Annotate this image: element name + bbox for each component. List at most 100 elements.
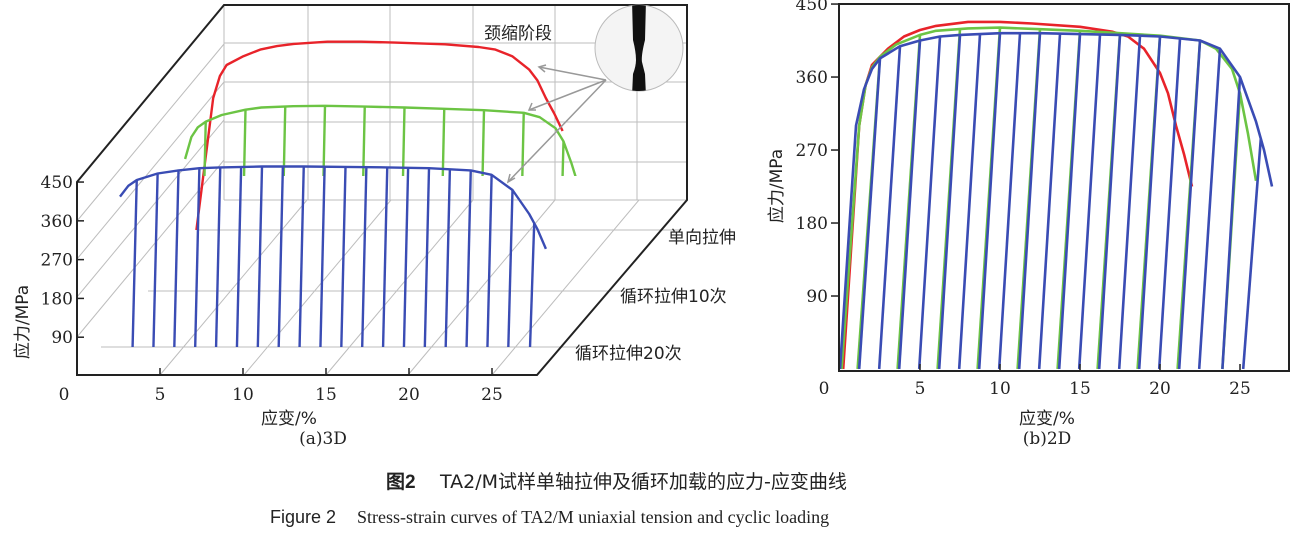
unload-reload-line-cyclic20-3d xyxy=(402,167,410,348)
unload-reload-line-cyclic10-3d xyxy=(322,105,327,176)
unload-reload-line-cyclic20-3d xyxy=(486,174,493,348)
unload-reload-line-cyclic10-3d xyxy=(521,112,525,176)
unload-reload-line-cyclic20-3d xyxy=(340,166,347,348)
depth-label-uniaxial: 单向拉伸 xyxy=(668,228,736,248)
x-tick-label-2d: 0 xyxy=(819,379,830,399)
unload-reload-line-cyclic20-3d xyxy=(319,166,326,348)
plot-frame-2d xyxy=(838,3,1290,372)
series-cyclic10-3d xyxy=(183,104,577,176)
y-tick-label-2d: 450 xyxy=(796,0,828,15)
ticks-2d: 0 5 10 15 20 25 90 180 270 360 450 xyxy=(796,0,1251,399)
unload-reload-line-cyclic20 xyxy=(937,34,962,370)
ticks-3d: 0 5 10 15 20 25 90 180 270 360 450 xyxy=(41,173,503,405)
caption-en-label: Figure 2 xyxy=(270,507,336,527)
subfigure-caption-b: (b)2D xyxy=(1023,429,1072,449)
grid-line xyxy=(491,199,640,376)
series-uniaxial-3d xyxy=(195,40,564,231)
grid-3d xyxy=(76,4,688,376)
y-axis-label-3d: 应力/MPa xyxy=(13,285,33,359)
unload-reload-line-cyclic20-3d xyxy=(131,179,138,348)
unload-reload-line-cyclic20 xyxy=(897,40,922,370)
y-tick-label-2d: 90 xyxy=(806,287,828,307)
unload-reload-line-cyclic20 xyxy=(1057,33,1082,370)
axes-3d xyxy=(76,4,688,376)
unload-reload-line-cyclic20-3d xyxy=(507,190,514,348)
unload-reload-line-cyclic20-3d xyxy=(528,223,536,348)
frame-outline-3d xyxy=(76,4,688,376)
y-tick-label-3d: 90 xyxy=(51,328,73,348)
unload-reload-line-cyclic20 xyxy=(997,33,1022,370)
unload-reload-line-cyclic20 xyxy=(1077,34,1102,370)
unload-reload-line-cyclic20 xyxy=(857,58,882,370)
chart-3d: 颈缩阶段 单向拉伸 循环拉伸10次 循环拉伸20次 0 5 10 15 20 25 90 18… xyxy=(13,4,736,449)
unload-reload-line-cyclic20 xyxy=(1221,76,1242,370)
annotation-arrows xyxy=(506,64,607,184)
y-axis-label-2d: 应力/MPa xyxy=(767,149,787,223)
unload-reload-line-cyclic20-3d xyxy=(173,170,180,348)
grid-line xyxy=(76,119,225,298)
grid-line xyxy=(243,199,392,376)
necking-annotation: 颈缩阶段 xyxy=(484,24,552,44)
unload-reload-line-cyclic10-3d xyxy=(441,108,446,176)
unload-reload-line-cyclic20-3d xyxy=(214,167,222,348)
x-tick-label-2d: 5 xyxy=(915,379,926,399)
depth-label-cyclic10: 循环拉伸10次 xyxy=(620,287,727,307)
x-tick-label-2d: 25 xyxy=(1229,379,1251,399)
y-tick-label-3d: 360 xyxy=(41,212,73,232)
envelope-line-cyclic20 xyxy=(838,31,1274,370)
unload-reload-line-cyclic20 xyxy=(1177,40,1202,370)
unload-reload-line-cyclic20-3d xyxy=(194,168,201,348)
unload-reload-line-cyclic10-3d xyxy=(481,110,486,176)
y-tick-label-3d: 270 xyxy=(41,251,73,271)
unload-reload-line-cyclic20-3d xyxy=(235,166,243,348)
x-tick-label-2d: 20 xyxy=(1149,379,1171,399)
x-tick-label-2d: 15 xyxy=(1069,379,1091,399)
subfigure-caption-a: (a)3D xyxy=(299,429,347,449)
x-tick-label-3d: 5 xyxy=(155,385,166,405)
unload-reload-line-cyclic20 xyxy=(1017,33,1042,370)
unload-reload-line-cyclic20-3d xyxy=(256,166,264,348)
unload-reload-line-cyclic20 xyxy=(1117,35,1142,370)
unload-reload-line-cyclic20 xyxy=(977,33,1002,370)
series-cyclic20-2d xyxy=(838,31,1274,370)
y-tick-label-3d: 180 xyxy=(41,289,73,309)
envelope-line-cyclic10-3d xyxy=(183,104,577,176)
y-tick-label-2d: 180 xyxy=(796,214,828,234)
chart-2d: 0 5 10 15 20 25 90 180 270 360 450 应力/MPa 应变/% (b)… xyxy=(767,0,1290,449)
unload-reload-line-cyclic20-3d xyxy=(381,167,389,348)
unload-reload-line-cyclic20 xyxy=(957,33,982,370)
envelope-line-uniaxial-3d xyxy=(195,40,564,231)
unload-reload-line-cyclic20 xyxy=(917,36,942,370)
y-tick-label-3d: 450 xyxy=(41,173,73,193)
unload-reload-line-cyclic20-3d xyxy=(465,170,472,348)
x-tick-label-3d: 20 xyxy=(398,385,420,405)
x-tick-label-2d: 10 xyxy=(989,379,1011,399)
unload-reload-line-cyclic10-3d xyxy=(242,109,247,176)
unload-reload-line-cyclic20 xyxy=(1241,138,1263,370)
y-tick-label-2d: 360 xyxy=(796,68,828,88)
unload-reload-line-cyclic20 xyxy=(1097,34,1122,370)
x-tick-label-3d: 25 xyxy=(481,385,503,405)
series-cyclic20-3d xyxy=(119,165,548,348)
unload-reload-line-cyclic20-3d xyxy=(361,167,368,348)
x-tick-label-3d: 0 xyxy=(59,385,70,405)
unload-reload-line-cyclic10-3d xyxy=(401,107,406,176)
grid-line xyxy=(159,199,308,376)
unload-reload-line-cyclic20-3d xyxy=(298,166,305,348)
necking-specimen-inset xyxy=(594,4,684,92)
figure-caption: 图2 TA2/M试样单轴拉伸及循环加载的应力-应变曲线 Figure 2 Str… xyxy=(270,471,847,527)
depth-label-cyclic20: 循环拉伸20次 xyxy=(575,344,682,364)
curves-3d xyxy=(119,40,577,348)
x-tick-label-3d: 10 xyxy=(232,385,254,405)
unload-reload-line-cyclic10-3d xyxy=(203,121,207,176)
unload-reload-line-cyclic10-3d xyxy=(362,106,366,176)
x-axis-label-3d: 应变/% xyxy=(261,409,317,429)
caption-cn-text: TA2/M试样单轴拉伸及循环加载的应力-应变曲线 xyxy=(439,471,847,493)
envelope-line-cyclic20-3d xyxy=(119,165,548,250)
caption-en-text: Stress-strain curves of TA2/M uniaxial t… xyxy=(357,507,829,527)
grid-line xyxy=(407,199,556,376)
caption-cn-label: 图2 xyxy=(386,471,416,493)
unload-reload-line-cyclic20-3d xyxy=(152,173,159,348)
